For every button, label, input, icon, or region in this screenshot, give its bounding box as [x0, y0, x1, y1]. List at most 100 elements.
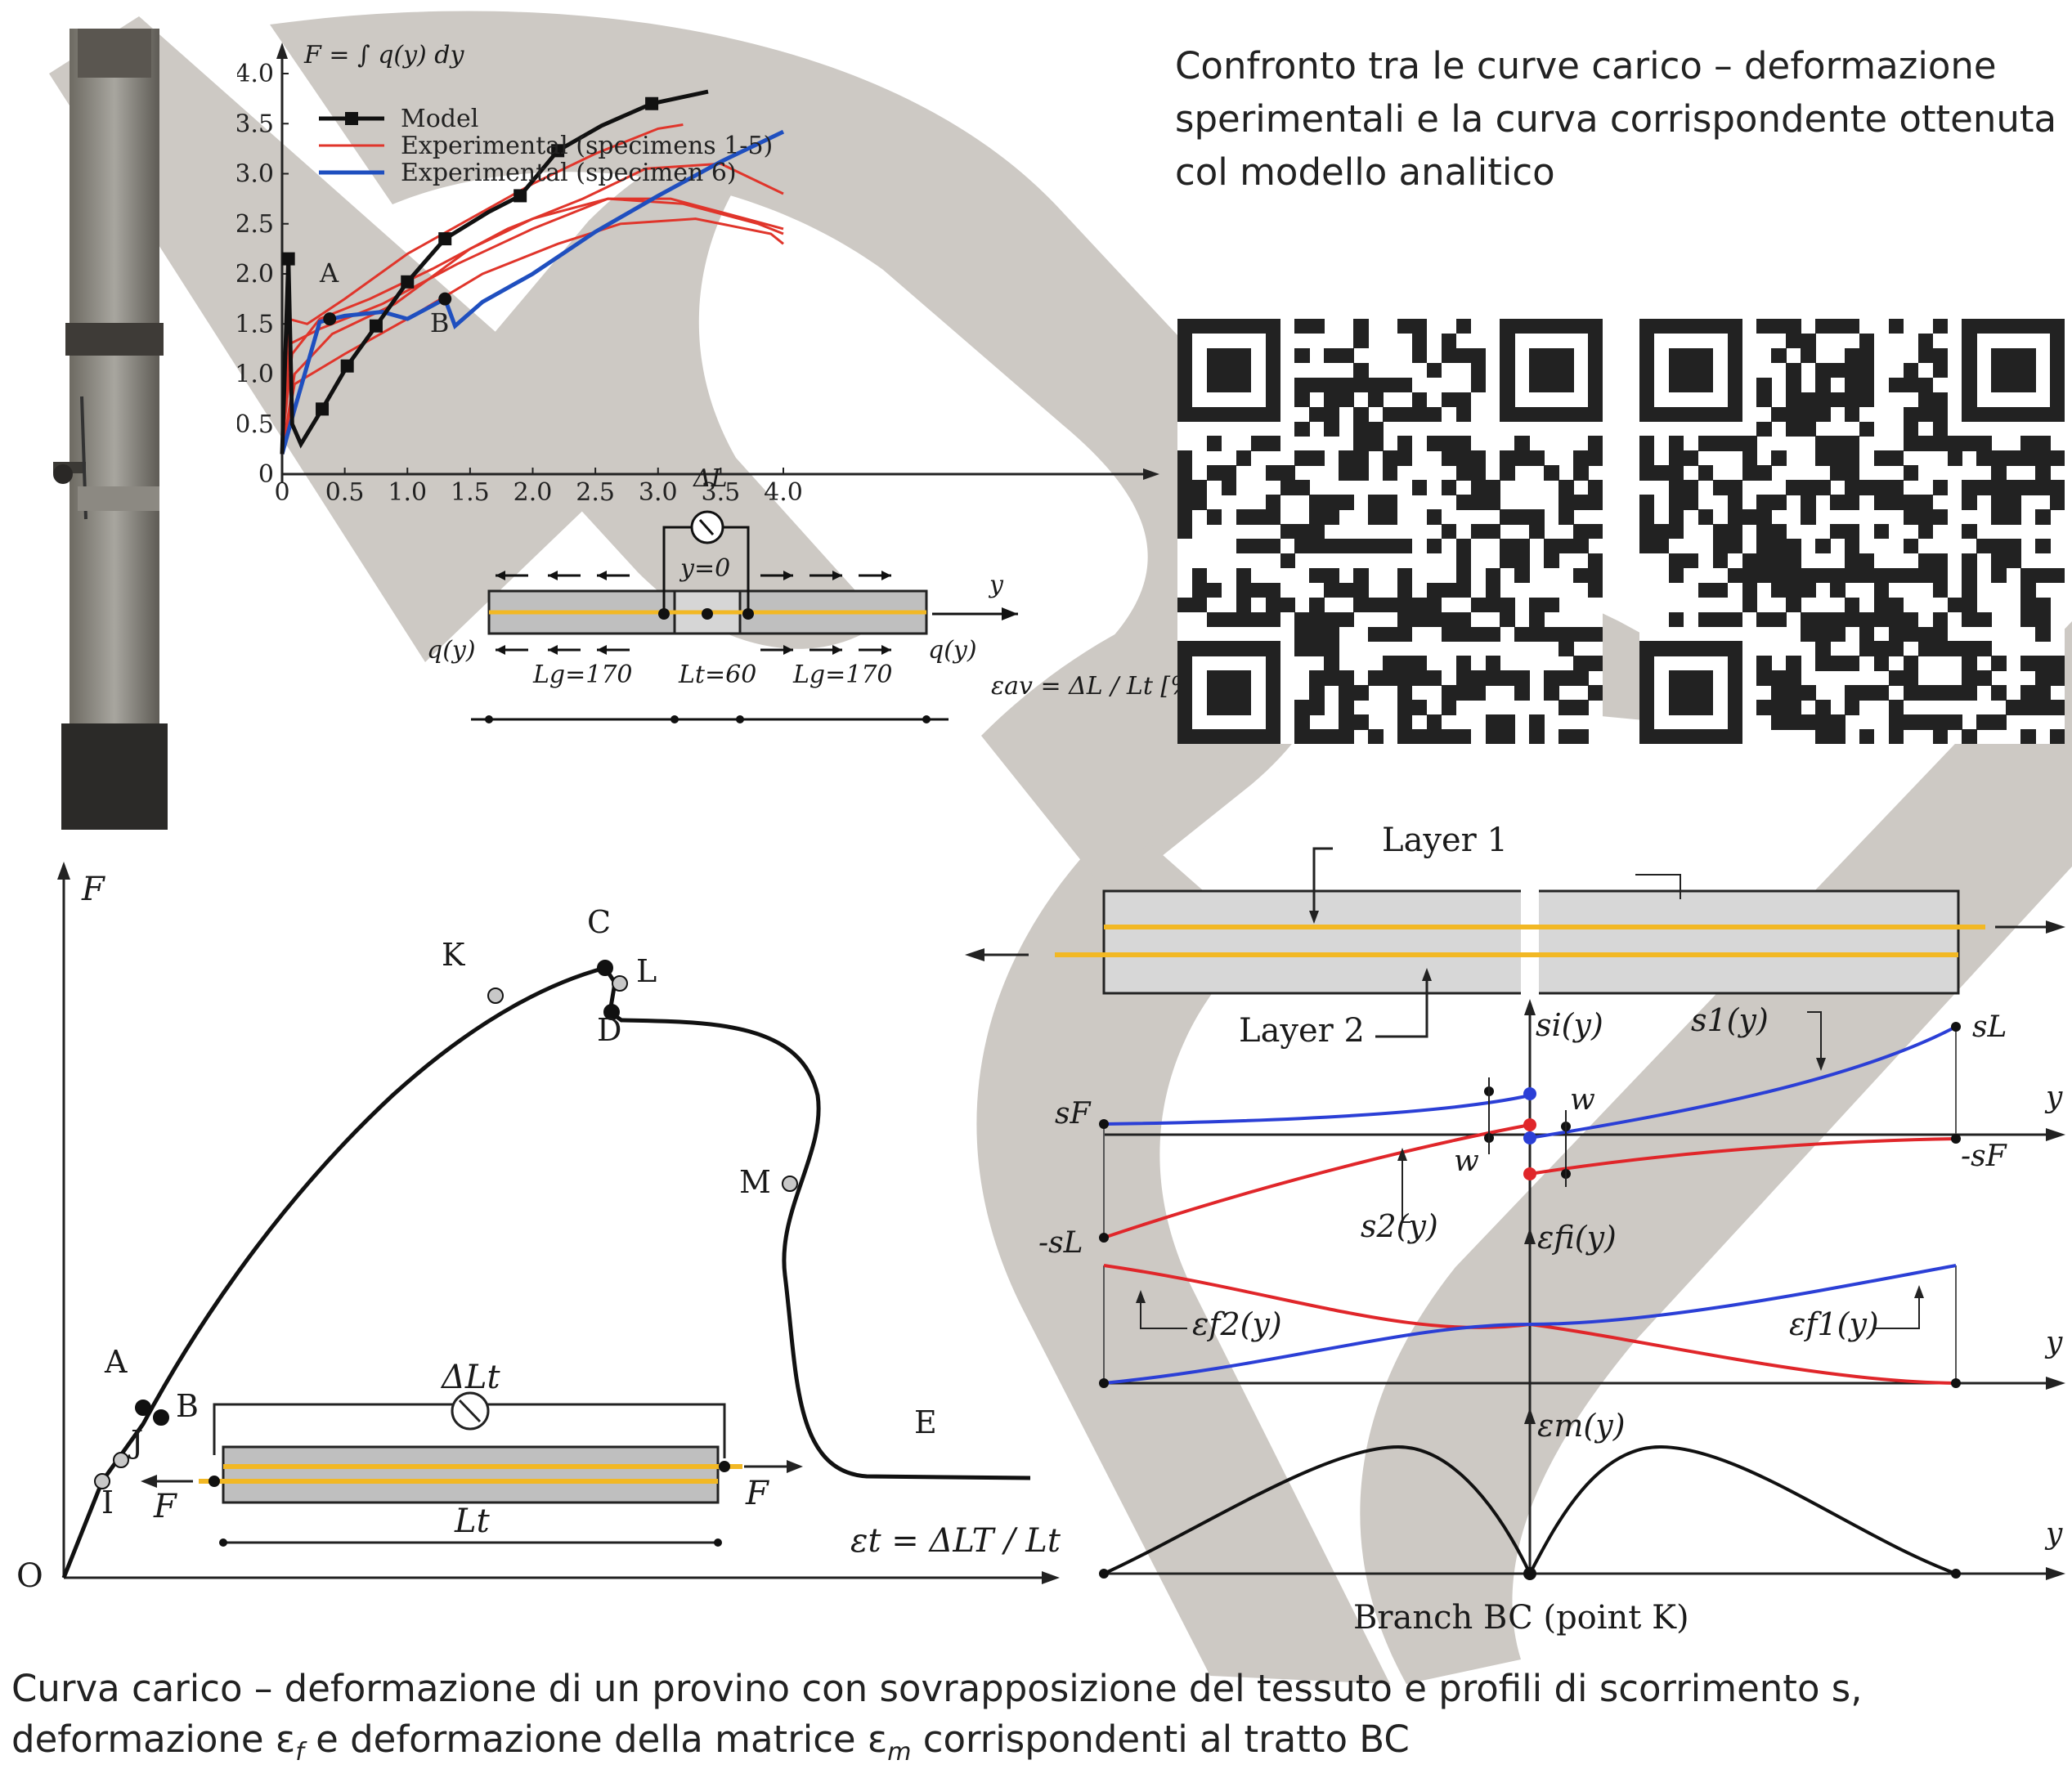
inset-lt: Lt=60 [679, 661, 757, 689]
minus-sf-label: -sF [1961, 1140, 2007, 1173]
legend-entry: Model [401, 105, 478, 133]
curve-point-j [113, 1452, 129, 1468]
inset-y-axis-label: y [989, 571, 1003, 599]
y-tick-label: 3.0 [237, 160, 274, 189]
x-tick-label: 3.5 [702, 478, 741, 507]
curve-point-k [487, 988, 504, 1004]
curve-point-label-b: B [176, 1388, 199, 1424]
x-tick-label: 1.0 [388, 478, 427, 507]
experimental-curve [280, 162, 784, 445]
y-tick-label: 4.0 [237, 60, 274, 88]
schematic-load-curve [57, 862, 1060, 1584]
curve-point-b [153, 1409, 169, 1426]
curve-point-label-m: M [739, 1164, 771, 1200]
y-tick-label: 2.0 [237, 260, 274, 289]
inset-dl-label: ΔL [693, 464, 728, 493]
label-b: B [430, 307, 450, 338]
y-tick-label: 1.5 [237, 310, 274, 338]
sl-label: sL [1972, 1010, 2007, 1044]
inset-q-left: q(y) [427, 636, 476, 665]
curve-point-label-a: A [105, 1344, 128, 1380]
curve-point-a [135, 1400, 151, 1416]
em-label: εm(y) [1537, 1408, 1626, 1444]
test-setup-inset [471, 510, 1018, 723]
schematic-f-left: F [154, 1488, 177, 1525]
experimental-curve [280, 197, 784, 455]
schematic-origin: O [16, 1557, 43, 1595]
experimental-curve [280, 197, 784, 455]
point-a [323, 312, 337, 326]
efi-label: εfi(y) [1537, 1220, 1617, 1256]
qr-code-right[interactable] [1639, 319, 2065, 745]
qr-code-left[interactable] [1177, 319, 1603, 745]
label-a: A [319, 258, 339, 289]
page-title: Confronto tra le curve carico – deformaz… [1175, 44, 2057, 194]
specimen-photo [53, 29, 168, 830]
point-b [438, 292, 452, 306]
model-marker [551, 144, 565, 158]
curve-point-label-k: K [442, 937, 465, 973]
curve-point-m [782, 1176, 798, 1192]
experimental-curve [280, 217, 784, 455]
x-tick-label: 0.5 [325, 478, 365, 507]
x-tick-label: 3.0 [639, 478, 678, 507]
y-tick-label: 0 [258, 460, 274, 489]
s1-label: s1(y) [1691, 1002, 1769, 1038]
x-tick-label: 1.5 [451, 478, 490, 507]
figure-caption: Curva carico – deformazione di un provin… [11, 1664, 2056, 1778]
model-marker [645, 96, 659, 110]
y-axis-label: F = ∫ q(y) dy [304, 41, 464, 69]
curve-point-label-i: I [101, 1485, 114, 1520]
inset-lg-left: Lg=170 [533, 661, 633, 689]
inset-q-right: q(y) [928, 636, 977, 665]
model-marker [514, 189, 527, 203]
y-tick-label: 1.0 [237, 361, 274, 389]
model-marker [401, 275, 415, 289]
x-tick-label: 4.0 [764, 478, 803, 507]
w-top-label: w [1570, 1083, 1595, 1117]
schematic-curve [61, 965, 1031, 1579]
ef1-label: εf1(y) [1789, 1306, 1879, 1342]
minus-sl-label: -sL [1038, 1226, 1083, 1260]
caption-line-2: deformazione εf e deformazione della mat… [11, 1718, 1410, 1767]
schematic-f-right: F [746, 1475, 769, 1512]
curve-point-d [603, 1004, 620, 1020]
ef2-label: εf2(y) [1192, 1306, 1282, 1342]
legend-entry: Experimental (specimen 6) [401, 159, 737, 187]
schematic-f-axis: F [82, 871, 105, 908]
curve-point-label-e: E [914, 1404, 937, 1440]
curve-point-label-c: C [587, 904, 612, 940]
model-marker [340, 359, 354, 373]
schematic-lt: Lt [455, 1503, 490, 1540]
curve-point-c [597, 960, 613, 976]
y-tick-label: 3.5 [237, 110, 274, 138]
curve-point-label-l: L [636, 953, 657, 989]
schematic-dlt: ΔLt [442, 1359, 500, 1396]
y-label-2: y [2046, 1326, 2063, 1359]
branch-label: Branch BC (point K) [1353, 1599, 1689, 1637]
layer2-label: Layer 2 [1239, 1012, 1365, 1050]
curve-point-l [612, 975, 628, 992]
inset-lg-right: Lg=170 [793, 661, 893, 689]
si-label: si(y) [1536, 1007, 1603, 1043]
caption-line-1: Curva carico – deformazione di un provin… [11, 1667, 1863, 1710]
model-marker [369, 319, 383, 333]
sf-label: sF [1055, 1097, 1091, 1131]
x-tick-label: 0 [274, 478, 289, 507]
model-marker [316, 402, 330, 416]
model-marker [438, 232, 452, 246]
y-label-1: y [2046, 1081, 2063, 1114]
y-tick-label: 0.5 [237, 410, 274, 439]
model-marker [281, 252, 295, 266]
s2-label: s2(y) [1361, 1208, 1438, 1244]
x-tick-label: 2.0 [514, 478, 553, 507]
x-axis-label: εav = ΔL / Lt [%] [991, 672, 1204, 701]
inset-y0-label: y=0 [680, 554, 731, 583]
y-label-3: y [2046, 1517, 2063, 1551]
x-tick-label: 2.5 [576, 478, 615, 507]
curve-point-label-d: D [597, 1012, 622, 1048]
w-left-label: w [1454, 1144, 1479, 1178]
schematic-x-axis: εt = ΔLT / Lt [850, 1522, 1061, 1560]
curve-point-i [94, 1473, 110, 1489]
load-strain-chart: 0 0.5 1.0 1.5 2.0 2.5 3.0 3.5 4.0 0 0.5 1.0 1.5 2.0 2.… [237, 43, 1159, 723]
